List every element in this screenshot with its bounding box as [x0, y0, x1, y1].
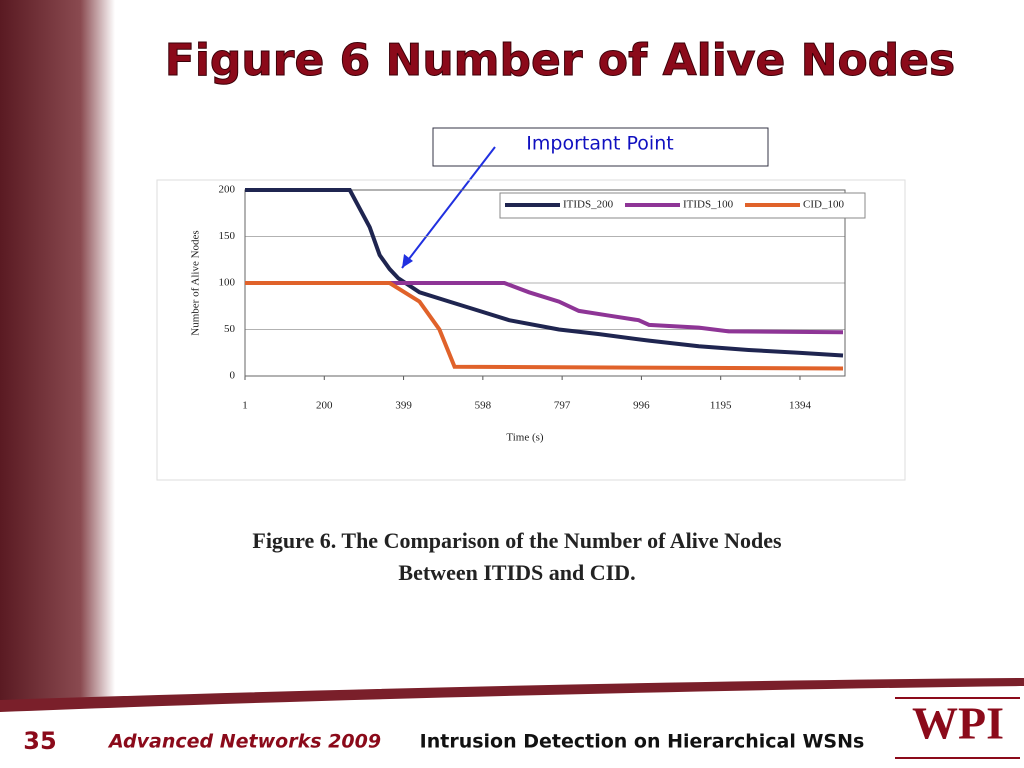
y-tick-label: 200 — [219, 184, 236, 196]
caption: Figure 6. The Comparison of the Number o… — [252, 528, 782, 553]
x-tick-label: 996 — [633, 400, 650, 412]
x-tick-label: 797 — [554, 400, 571, 412]
series-line — [245, 281, 844, 335]
annotation-arrow — [401, 146, 496, 269]
slide-title: Figure 6 Number of Alive Nodes — [165, 35, 955, 86]
legend-label: ITIDS_100 — [683, 199, 734, 211]
swoosh — [0, 678, 1024, 712]
legend-label: ITIDS_200 — [563, 199, 614, 211]
y-tick-label: 50 — [224, 323, 236, 335]
legend-label: CID_100 — [803, 199, 844, 211]
x-tick-label: 200 — [316, 400, 333, 412]
x-axis-label: Time (s) — [506, 432, 544, 444]
caption: Between ITIDS and CID. — [398, 560, 635, 585]
annotation: Important Point — [526, 133, 673, 155]
x-tick-label: 1 — [242, 400, 248, 412]
legend-box — [499, 192, 866, 219]
series-line — [245, 281, 844, 371]
y-axis-label: Number of Alive Nodes — [190, 230, 202, 335]
arrow-head — [402, 254, 413, 268]
x-tick-label: 1195 — [710, 400, 732, 412]
y-tick-label: 100 — [219, 277, 236, 289]
course: Advanced Networks 2009 — [107, 731, 381, 753]
topic: Intrusion Detection on Hierarchical WSNs — [420, 731, 865, 753]
series-line — [245, 188, 844, 358]
figure-frame — [156, 179, 906, 481]
x-tick-label: 598 — [475, 400, 492, 412]
y-tick-label: 0 — [230, 370, 236, 382]
y-tick-label: 150 — [219, 230, 236, 242]
side-photo — [0, 0, 115, 700]
x-tick-label: 1394 — [789, 400, 812, 412]
x-tick-label: 399 — [395, 400, 412, 412]
annotation-box — [432, 127, 769, 167]
logo: WPI — [912, 698, 1004, 749]
page-number: 35 — [23, 727, 56, 755]
